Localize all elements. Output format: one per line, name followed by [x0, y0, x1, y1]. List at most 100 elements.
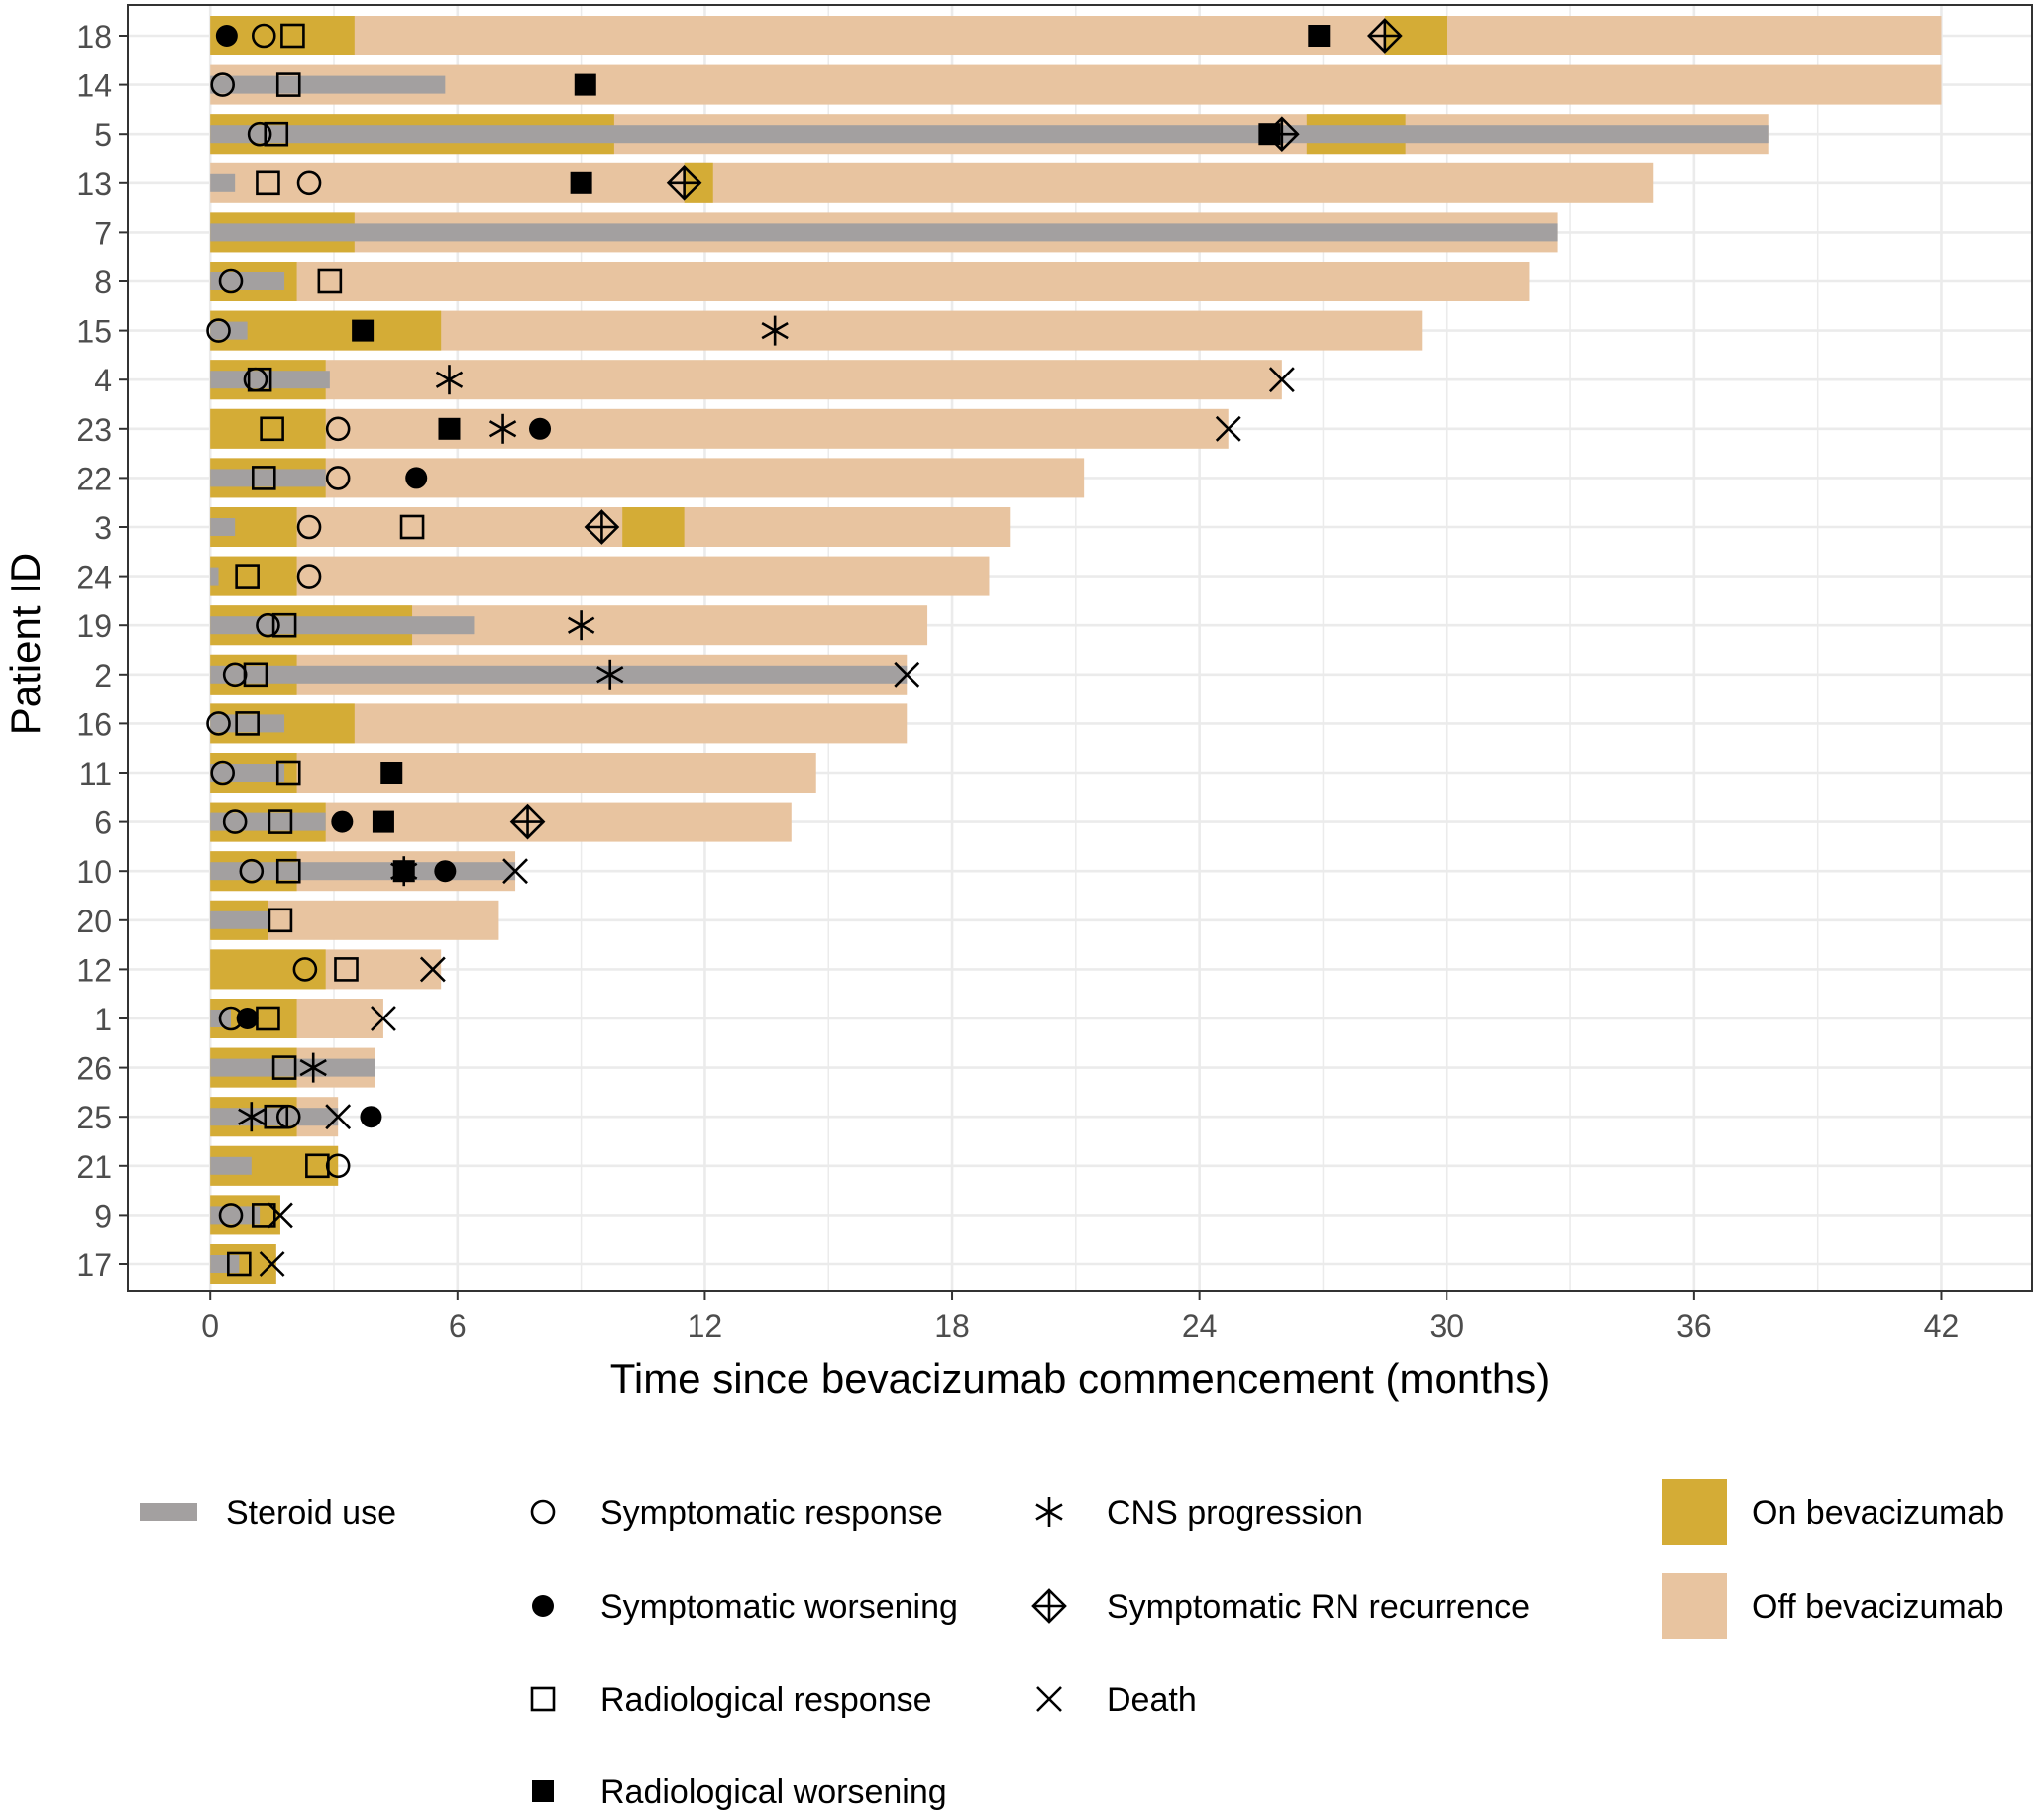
x-axis-title: Time since bevacizumab commencement (mon… — [610, 1355, 1550, 1402]
y-tick-label: 16 — [76, 706, 112, 742]
x-tick-label: 6 — [449, 1308, 467, 1343]
symptomatic-response-marker — [296, 564, 322, 589]
cns-progression-marker — [299, 1052, 327, 1083]
radiological-worsening-marker — [1308, 25, 1331, 47]
radiological-worsening-marker — [438, 417, 461, 440]
radiological-worsening-marker — [574, 73, 596, 96]
steroid-bar — [210, 616, 475, 635]
legend-steroid-key — [140, 1503, 197, 1521]
symptomatic-response-marker — [325, 466, 351, 490]
death-marker — [325, 1104, 352, 1130]
y-tick-label: 24 — [76, 560, 112, 595]
on-bev-bar — [210, 408, 326, 449]
steroid-bar — [210, 714, 285, 733]
y-axis-title: Patient ID — [2, 553, 49, 735]
steroid-bar — [210, 173, 236, 192]
legend-symptomatic-worsening-icon — [532, 1595, 554, 1617]
legend-death-label: Death — [1107, 1681, 1197, 1719]
radiological-response-marker — [256, 170, 280, 196]
off-bev-bar — [210, 16, 1942, 55]
symptomatic-response-marker — [275, 1104, 301, 1129]
panel-border — [127, 4, 2033, 1292]
steroid-bar — [210, 1255, 240, 1273]
off-bev-bar — [210, 64, 1942, 105]
cns-progression-marker — [435, 365, 464, 395]
radiological-response-marker — [317, 268, 343, 294]
steroid-bar — [210, 75, 446, 94]
symptomatic-worsening-marker — [236, 1008, 259, 1029]
radiological-response-marker — [251, 1203, 276, 1228]
off-bev-bar — [210, 556, 990, 596]
symptomatic-response-marker — [222, 809, 248, 834]
y-tick-label: 23 — [76, 412, 112, 448]
legend-on-bev-label: On bevacizumab — [1752, 1494, 2004, 1532]
symptomatic-response-marker — [247, 121, 272, 147]
legend-on-bev-key — [1662, 1479, 1727, 1545]
x-tick-label: 30 — [1429, 1308, 1464, 1343]
y-tick-label: 7 — [94, 215, 112, 251]
y-tick-label: 8 — [94, 265, 112, 300]
x-tick-label: 42 — [1924, 1308, 1960, 1343]
on-bev-bar — [210, 949, 326, 990]
steroid-bar — [210, 1206, 261, 1225]
x-tick-label: 36 — [1676, 1308, 1712, 1343]
legend-radiological-worsening-icon — [532, 1780, 554, 1802]
y-tick-label: 5 — [94, 117, 112, 153]
legend-steroid-label: Steroid use — [226, 1494, 396, 1532]
death-marker — [502, 858, 528, 885]
steroid-bar — [210, 223, 1558, 242]
radiological-worsening-marker — [372, 810, 394, 833]
legend-cns-progression-icon — [1035, 1497, 1063, 1527]
x-tick-label: 24 — [1182, 1308, 1218, 1343]
legend-radiological-worsening-label: Radiological worsening — [600, 1773, 947, 1811]
death-marker — [371, 1006, 396, 1031]
off-bev-bar — [210, 162, 1654, 203]
radiological-response-marker — [235, 711, 260, 736]
radiological-response-marker — [280, 23, 305, 49]
radiological-response-marker — [399, 514, 425, 540]
symptomatic-response-marker — [210, 72, 235, 97]
off-bev-bar — [210, 458, 1085, 498]
y-tick-label: 12 — [76, 952, 112, 988]
rn-recurrence-marker — [584, 509, 620, 545]
radiological-response-marker — [268, 809, 293, 834]
on-bev-bar — [210, 556, 297, 596]
cns-progression-marker — [596, 659, 624, 690]
y-tick-label: 9 — [94, 1198, 112, 1233]
y-tick-label: 3 — [94, 510, 112, 546]
legend-rn-recurrence-label: Symptomatic RN recurrence — [1107, 1588, 1530, 1626]
steroid-bar — [210, 1058, 375, 1077]
radiological-response-marker — [275, 760, 301, 786]
cns-progression-marker — [238, 1102, 266, 1132]
on-bev-bar — [622, 507, 685, 547]
symptomatic-response-marker — [218, 1203, 244, 1228]
symptomatic-worsening-marker — [405, 467, 428, 489]
radiological-worsening-marker — [380, 762, 403, 784]
cns-progression-marker — [567, 610, 595, 641]
radiological-response-marker — [264, 121, 289, 147]
legend-rn-recurrence-icon — [1031, 1588, 1067, 1624]
radiological-response-marker — [243, 662, 268, 688]
symptomatic-response-marker — [325, 416, 351, 442]
steroid-bar — [210, 272, 285, 290]
steroid-bar — [210, 812, 326, 831]
radiological-response-marker — [268, 908, 293, 933]
legend-symptomatic-worsening-label: Symptomatic worsening — [600, 1588, 958, 1626]
on-bev-bar — [210, 310, 442, 351]
y-tick-label: 10 — [76, 854, 112, 890]
symptomatic-response-marker — [218, 268, 244, 294]
symptomatic-response-marker — [292, 957, 318, 982]
symptomatic-response-marker — [251, 23, 276, 49]
y-tick-label: 26 — [76, 1051, 112, 1087]
death-marker — [419, 956, 446, 983]
symptomatic-response-marker — [210, 760, 235, 786]
legend-death-icon — [1036, 1686, 1062, 1712]
y-tick-label: 2 — [94, 658, 112, 694]
symptomatic-response-marker — [239, 858, 265, 884]
legend-radiological-response-icon — [530, 1686, 556, 1712]
symptomatic-worsening-marker — [529, 417, 552, 440]
steroid-bar — [210, 469, 326, 487]
y-tick-label: 1 — [94, 1002, 112, 1037]
